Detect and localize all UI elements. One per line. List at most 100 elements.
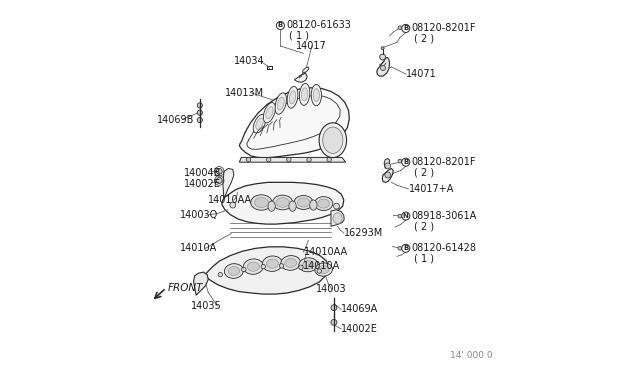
- Ellipse shape: [289, 91, 296, 104]
- Polygon shape: [239, 157, 346, 162]
- Text: 14010A: 14010A: [303, 261, 340, 271]
- Ellipse shape: [318, 266, 329, 273]
- Text: N: N: [403, 213, 409, 219]
- Text: 14017+A: 14017+A: [409, 184, 454, 194]
- Ellipse shape: [319, 123, 347, 158]
- Text: 14069A: 14069A: [341, 305, 378, 314]
- Ellipse shape: [298, 198, 310, 207]
- Circle shape: [398, 214, 402, 218]
- Ellipse shape: [256, 118, 263, 129]
- Text: 14004B: 14004B: [184, 168, 222, 178]
- Text: 08918-3061A: 08918-3061A: [412, 211, 477, 221]
- Text: 08120-8201F: 08120-8201F: [412, 23, 476, 33]
- Ellipse shape: [285, 259, 296, 267]
- Ellipse shape: [313, 89, 319, 102]
- Ellipse shape: [253, 114, 266, 133]
- Text: 14003Q: 14003Q: [180, 210, 218, 220]
- Circle shape: [331, 305, 337, 311]
- Text: ( 2 ): ( 2 ): [414, 34, 435, 44]
- Ellipse shape: [311, 84, 321, 106]
- Circle shape: [197, 110, 202, 115]
- Ellipse shape: [315, 263, 332, 276]
- Text: 14010A: 14010A: [180, 243, 217, 253]
- Circle shape: [299, 265, 303, 270]
- Text: ( 2 ): ( 2 ): [414, 167, 435, 177]
- Text: 14069B: 14069B: [157, 115, 195, 125]
- Circle shape: [279, 264, 284, 268]
- Text: 14035: 14035: [191, 301, 222, 311]
- Text: 14002E: 14002E: [341, 324, 378, 334]
- Ellipse shape: [310, 200, 317, 210]
- Circle shape: [218, 272, 223, 277]
- Ellipse shape: [228, 267, 239, 275]
- Ellipse shape: [268, 201, 275, 211]
- Circle shape: [398, 247, 402, 250]
- Ellipse shape: [255, 198, 268, 208]
- Text: 14017: 14017: [296, 41, 327, 51]
- Text: ( 2 ): ( 2 ): [414, 221, 435, 231]
- Text: 14010AA: 14010AA: [303, 247, 348, 257]
- Ellipse shape: [281, 256, 301, 270]
- Text: FRONT: FRONT: [168, 283, 204, 293]
- Ellipse shape: [323, 127, 343, 153]
- Ellipse shape: [299, 258, 318, 272]
- Polygon shape: [377, 58, 390, 76]
- Circle shape: [317, 269, 321, 273]
- Polygon shape: [331, 210, 344, 226]
- Circle shape: [331, 320, 337, 325]
- Ellipse shape: [277, 97, 284, 110]
- Circle shape: [380, 65, 385, 71]
- Circle shape: [333, 203, 339, 209]
- Circle shape: [216, 169, 222, 174]
- Ellipse shape: [333, 213, 342, 224]
- Text: 08120-8201F: 08120-8201F: [412, 157, 476, 167]
- Ellipse shape: [317, 199, 330, 208]
- Circle shape: [216, 177, 222, 183]
- Circle shape: [230, 202, 236, 208]
- Ellipse shape: [303, 261, 314, 269]
- Text: B: B: [403, 245, 408, 251]
- Circle shape: [287, 157, 291, 162]
- Ellipse shape: [275, 93, 287, 114]
- Circle shape: [398, 26, 402, 29]
- Polygon shape: [204, 247, 328, 294]
- Circle shape: [197, 118, 202, 123]
- Ellipse shape: [266, 259, 278, 268]
- Ellipse shape: [289, 201, 296, 211]
- Ellipse shape: [225, 264, 243, 278]
- Circle shape: [246, 157, 251, 162]
- Ellipse shape: [251, 195, 272, 210]
- Text: 14002E: 14002E: [184, 179, 221, 189]
- Ellipse shape: [294, 196, 313, 209]
- Polygon shape: [384, 158, 390, 169]
- Polygon shape: [223, 169, 234, 199]
- Text: 08120-61633: 08120-61633: [286, 20, 351, 31]
- Ellipse shape: [243, 259, 264, 274]
- Ellipse shape: [266, 107, 273, 119]
- Text: B: B: [403, 25, 408, 31]
- Ellipse shape: [262, 256, 282, 272]
- Circle shape: [380, 54, 385, 60]
- Ellipse shape: [301, 88, 308, 101]
- Circle shape: [385, 172, 391, 178]
- Ellipse shape: [273, 195, 292, 210]
- Polygon shape: [303, 67, 309, 73]
- Circle shape: [398, 159, 402, 163]
- Circle shape: [307, 157, 311, 162]
- Text: 14003: 14003: [316, 284, 347, 294]
- Circle shape: [197, 103, 202, 108]
- Polygon shape: [294, 73, 307, 82]
- Ellipse shape: [314, 197, 333, 211]
- Circle shape: [327, 157, 332, 162]
- Circle shape: [241, 267, 246, 272]
- Circle shape: [385, 163, 391, 169]
- Text: 14034: 14034: [234, 57, 264, 67]
- Polygon shape: [222, 182, 344, 224]
- Text: 14071: 14071: [406, 69, 437, 79]
- Text: B: B: [403, 159, 408, 165]
- Polygon shape: [193, 272, 208, 295]
- Text: 16293M: 16293M: [344, 228, 383, 238]
- Text: B: B: [278, 22, 283, 29]
- Text: ( 1 ): ( 1 ): [414, 254, 434, 263]
- Text: 14013M: 14013M: [225, 87, 264, 97]
